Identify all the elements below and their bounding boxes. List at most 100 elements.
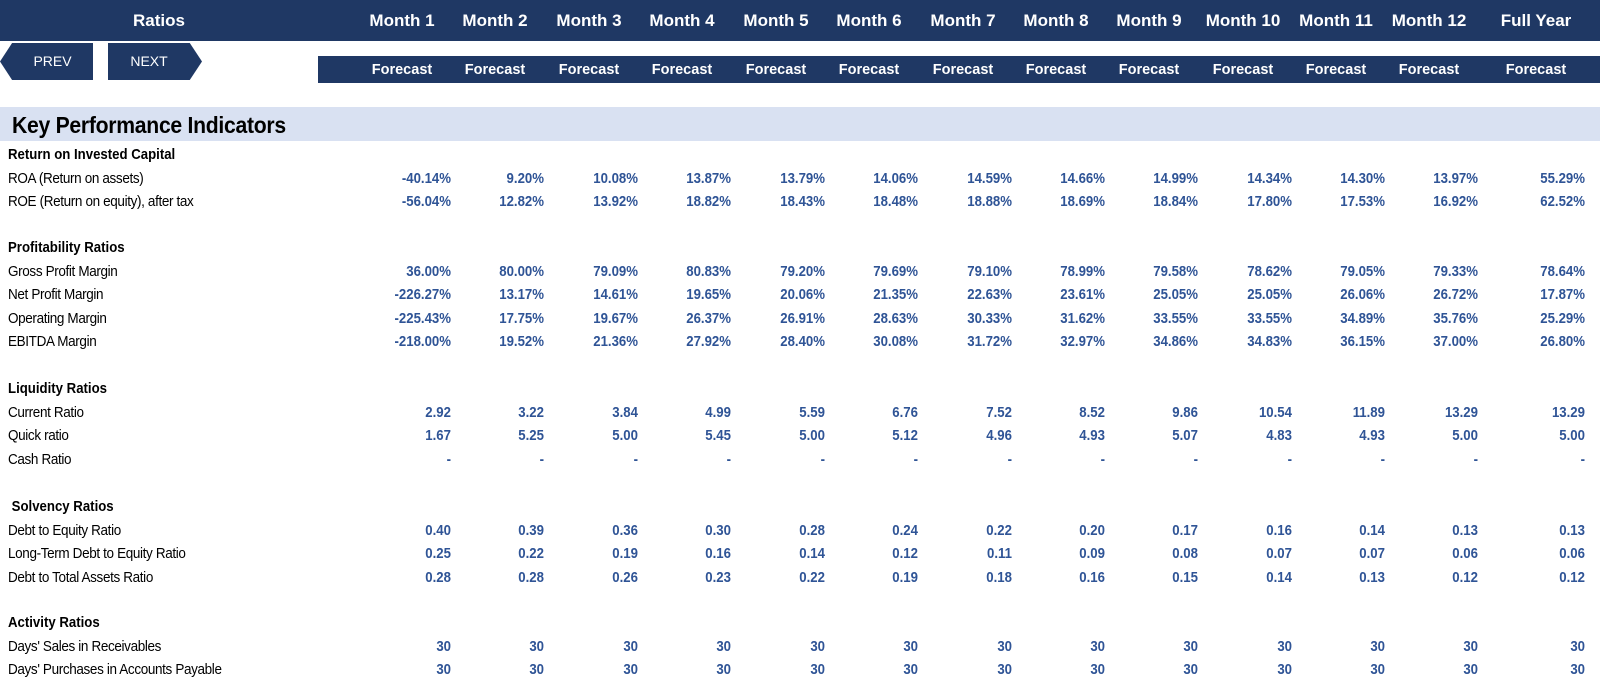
value-cell: 30 [1090, 637, 1105, 655]
value-cell: 18.82% [686, 193, 731, 210]
value-cell: 0.08 [1172, 545, 1198, 562]
table-row: Quick ratio 1.67 5.25 5.00 5.45 5.00 5.12 4.96 4… [0, 424, 1600, 448]
value-cell: 36.00% [406, 262, 451, 280]
value-cell: 28.40% [780, 333, 825, 350]
table-row: ROE (Return on equity), after tax -56.04%… [0, 190, 1600, 214]
value-cell: 79.33% [1433, 262, 1478, 280]
value-cell: 80.83% [686, 262, 731, 280]
column-header: Month 11 [1299, 11, 1373, 30]
value-cell: 0.13 [1359, 568, 1385, 586]
value-cell: 0.09 [1079, 545, 1105, 562]
row-label: Net Profit Margin [8, 286, 104, 303]
value-cell: 30 [997, 661, 1012, 678]
value-cell: 35.76% [1433, 309, 1478, 327]
value-cell: 4.83 [1266, 427, 1292, 444]
next-button[interactable]: NEXT [108, 43, 202, 80]
value-cell: 30 [436, 637, 451, 655]
value-cell: 5.00 [799, 427, 825, 444]
value-cell: 4.93 [1359, 427, 1385, 444]
value-cell: 18.69% [1060, 193, 1105, 210]
value-cell: 0.30 [705, 521, 731, 539]
value-cell: 0.40 [425, 521, 451, 539]
value-cell: 33.55% [1247, 309, 1292, 327]
value-cell: 25.05% [1153, 286, 1198, 303]
table-row: EBITDA Margin -218.00% 19.52% 21.36% 27.92% 2… [0, 330, 1600, 354]
value-cell: 23.61% [1060, 286, 1105, 303]
value-cell: 14.99% [1153, 169, 1198, 187]
value-cell: - [1100, 450, 1105, 468]
row-label: Gross Profit Margin [8, 262, 118, 280]
value-cell: 11.89 [1352, 403, 1385, 421]
column-subheader: Forecast [1505, 62, 1567, 78]
column-subheader: Forecast [1118, 62, 1180, 78]
table-row: Long-Term Debt to Equity Ratio 0.25 0.22 0.… [0, 542, 1600, 566]
value-cell: 62.52% [1540, 193, 1585, 210]
value-cell: 5.00 [612, 427, 638, 444]
value-cell: 13.29 [1551, 403, 1585, 421]
table-row: Days' Purchases in Accounts Payable 30 30 3… [0, 658, 1600, 682]
value-cell: 14.59% [967, 169, 1012, 187]
value-cell: 5.00 [1559, 427, 1585, 444]
value-cell: 4.96 [986, 427, 1012, 444]
table-row: Cash Ratio - - - - - - - - - - - - - [0, 448, 1600, 472]
section-header-row: Solvency Ratios [0, 495, 1600, 519]
row-label: Current Ratio [8, 403, 84, 421]
value-cell: 79.20% [780, 262, 825, 280]
row-label: Operating Margin [8, 309, 107, 327]
column-header: Month 7 [930, 11, 996, 30]
value-cell: 0.39 [518, 521, 544, 539]
value-cell: 4.93 [1079, 427, 1105, 444]
value-cell: 30 [1183, 637, 1198, 655]
value-cell: 30 [1277, 637, 1292, 655]
table-row: Operating Margin -225.43% 17.75% 19.67% 26.3… [0, 307, 1600, 331]
value-cell: 31.62% [1060, 309, 1105, 327]
value-cell: 0.12 [892, 545, 918, 562]
value-cell: 30 [1570, 661, 1585, 678]
value-cell: 30 [1463, 637, 1478, 655]
value-cell: 36.15% [1340, 333, 1385, 350]
value-cell: 5.07 [1172, 427, 1198, 444]
section-header-row: Return on Invested Capital [0, 143, 1600, 167]
table-row: Net Profit Margin -226.27% 13.17% 14.61% 19.… [0, 283, 1600, 307]
column-subheader: Forecast [1305, 62, 1367, 78]
value-cell: 0.22 [799, 568, 825, 586]
value-cell: 79.69% [873, 262, 918, 280]
column-subheader: Forecast [558, 62, 620, 78]
value-cell: 0.23 [705, 568, 731, 586]
column-header: Full Year [1500, 11, 1572, 30]
value-cell: 4.99 [705, 403, 731, 421]
value-cell: 20.06% [780, 286, 825, 303]
value-cell: 19.52% [499, 333, 544, 350]
value-cell: 13.87% [686, 169, 731, 187]
table-row: Gross Profit Margin 36.00% 80.00% 79.09% 80.… [0, 260, 1600, 284]
section-title: Profitability Ratios [8, 239, 125, 256]
value-cell: 30 [1463, 661, 1478, 678]
value-cell: 30 [623, 637, 638, 655]
value-cell: 0.15 [1172, 568, 1198, 586]
prev-button[interactable]: PREV [0, 43, 93, 80]
value-cell: 9.20% [506, 169, 544, 187]
value-cell: 19.65% [686, 286, 731, 303]
column-subheader: Forecast [838, 62, 900, 78]
value-cell: 30 [997, 637, 1012, 655]
value-cell: 0.25 [425, 545, 451, 562]
value-cell: 1.67 [425, 427, 451, 444]
value-cell: 80.00% [499, 262, 544, 280]
value-cell: - [1473, 450, 1478, 468]
value-cell: 0.19 [612, 545, 638, 562]
value-cell: 26.72% [1433, 286, 1478, 303]
value-cell: 5.25 [518, 427, 544, 444]
value-cell: 0.13 [1559, 521, 1585, 539]
row-label: Debt to Total Assets Ratio [8, 568, 153, 586]
column-subheader: Forecast [932, 62, 994, 78]
value-cell: 14.66% [1060, 169, 1105, 187]
value-cell: 0.22 [986, 521, 1012, 539]
value-cell: 30 [903, 661, 918, 678]
next-button-label: NEXT [130, 53, 168, 69]
value-cell: 5.00 [1452, 427, 1478, 444]
value-cell: 30 [1090, 661, 1105, 678]
value-cell: 13.97% [1433, 169, 1478, 187]
value-cell: 17.53% [1340, 193, 1385, 210]
section-title: Liquidity Ratios [8, 380, 107, 397]
value-cell: 26.06% [1340, 286, 1385, 303]
